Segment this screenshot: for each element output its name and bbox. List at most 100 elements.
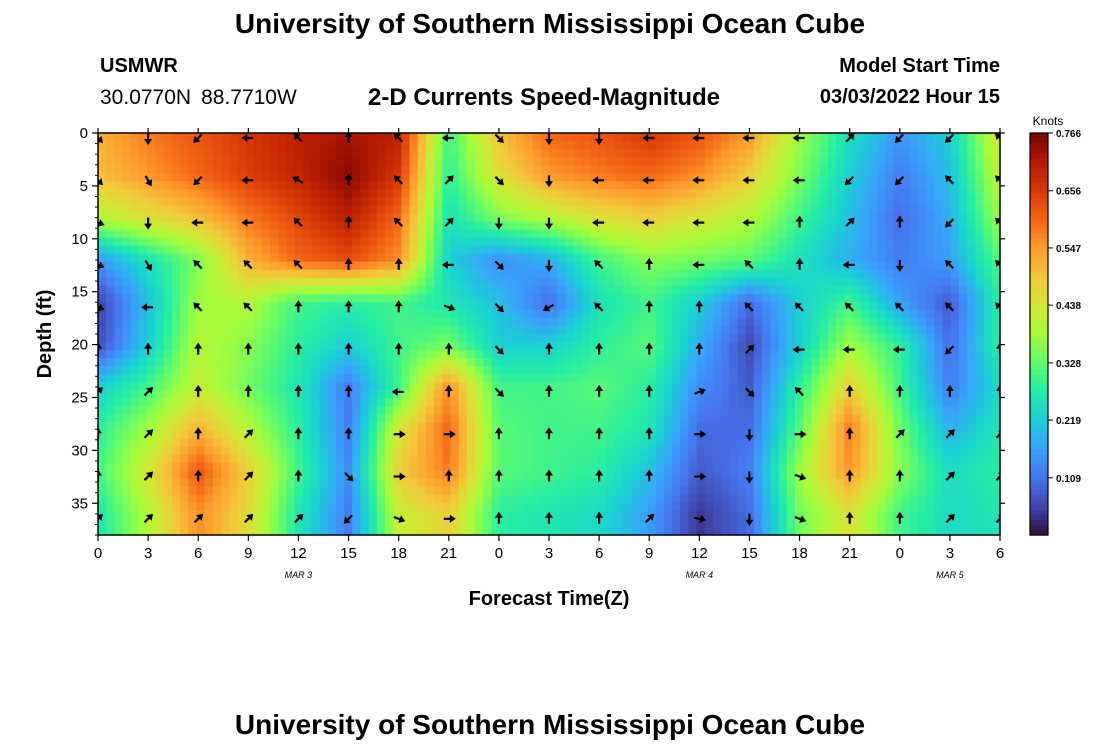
heatmap-cell (737, 366, 747, 375)
heatmap-cell (622, 430, 632, 440)
heatmap-cell (959, 141, 968, 150)
heatmap-cell (639, 430, 648, 440)
heatmap-cell (401, 446, 411, 456)
heatmap-cell (885, 462, 894, 472)
heatmap-cell (762, 470, 771, 480)
heatmap-cell (860, 325, 870, 335)
heatmap-cell (647, 422, 657, 432)
heatmap-cell (319, 277, 329, 287)
heatmap-cell (655, 277, 665, 287)
heatmap-cell (549, 213, 558, 223)
heatmap-cell (426, 277, 435, 287)
heatmap-cell (114, 342, 124, 351)
heatmap-cell (909, 261, 919, 271)
heatmap-cell (704, 342, 714, 351)
heatmap-cell (171, 494, 181, 504)
heatmap-cell (713, 293, 722, 303)
heatmap-cell (959, 374, 968, 383)
heatmap-cell (655, 221, 665, 231)
heatmap-cell (106, 406, 115, 415)
heatmap-cell (549, 350, 558, 359)
heatmap-cell (196, 438, 206, 448)
heatmap-cell (827, 165, 837, 174)
heatmap-cell (918, 165, 927, 174)
heatmap-cell (696, 390, 706, 399)
heatmap-cell (631, 358, 640, 367)
heatmap-cell (499, 422, 509, 432)
heatmap-cell (221, 462, 230, 472)
heatmap-cell (893, 438, 903, 448)
heatmap-cell (557, 374, 566, 383)
heatmap-cell (786, 157, 796, 166)
heatmap-cell (573, 430, 583, 440)
heatmap-cell (319, 406, 329, 415)
heatmap-cell (581, 229, 591, 239)
heatmap-cell (417, 478, 427, 488)
heatmap-cell (319, 366, 329, 375)
heatmap-cell (450, 422, 460, 432)
heatmap-cell (458, 181, 468, 190)
heatmap-cell (196, 366, 206, 375)
heatmap-cell (180, 430, 189, 440)
heatmap-cell (442, 245, 452, 255)
heatmap-cell (450, 462, 460, 472)
heatmap-cell (122, 438, 132, 448)
heatmap-cell (180, 253, 189, 263)
heatmap-cell (393, 269, 402, 279)
heatmap-cell (508, 149, 517, 158)
heatmap-cell (294, 406, 304, 415)
heatmap-cell (196, 494, 206, 504)
heatmap-cell (983, 285, 993, 295)
heatmap-cell (368, 237, 378, 247)
heatmap-cell (934, 317, 944, 327)
heatmap-cell (532, 141, 542, 150)
heatmap-cell (286, 157, 296, 166)
heatmap-cell (417, 141, 427, 150)
heatmap-cell (524, 133, 534, 142)
heatmap-cell (549, 181, 558, 190)
heatmap-cell (270, 133, 279, 142)
heatmap-cell (770, 141, 780, 150)
heatmap-cell (98, 245, 107, 255)
heatmap-cell (196, 462, 206, 472)
heatmap-cell (303, 309, 312, 319)
heatmap-cell (270, 382, 279, 391)
heatmap-cell (565, 277, 575, 287)
heatmap-cell (409, 382, 419, 391)
heatmap-cell (909, 398, 919, 407)
heatmap-cell (729, 293, 739, 303)
heatmap-cell (147, 189, 156, 198)
heatmap-cell (573, 173, 583, 182)
heatmap-cell (959, 277, 968, 287)
heatmap-cell (311, 358, 320, 367)
heatmap-cell (335, 494, 345, 504)
heatmap-cell (942, 309, 952, 319)
heatmap-cell (532, 293, 542, 303)
heatmap-cell (262, 285, 271, 295)
heatmap-cell (573, 309, 583, 319)
heatmap-cell (647, 390, 657, 399)
heatmap-cell (868, 293, 878, 303)
heatmap-cell (409, 293, 419, 303)
heatmap-cell (950, 197, 960, 206)
heatmap-cell (844, 406, 853, 415)
heatmap-cell (967, 366, 976, 375)
heatmap-cell (286, 221, 296, 231)
heatmap-cell (130, 406, 140, 415)
heatmap-cell (475, 189, 484, 198)
heatmap-cell (557, 438, 566, 448)
heatmap-cell (549, 301, 558, 311)
heatmap-cell (335, 430, 345, 440)
heatmap-cell (549, 245, 558, 255)
heatmap-cell (991, 205, 1000, 214)
heatmap-cell (393, 213, 402, 223)
heatmap-cell (286, 165, 296, 174)
heatmap-cell (491, 317, 501, 327)
heatmap-cell (860, 157, 870, 166)
heatmap-cell (245, 462, 255, 472)
heatmap-cell (573, 165, 583, 174)
heatmap-cell (188, 342, 197, 351)
heatmap-cell (909, 486, 919, 496)
heatmap-cell (130, 438, 140, 448)
heatmap-cell (967, 422, 976, 432)
